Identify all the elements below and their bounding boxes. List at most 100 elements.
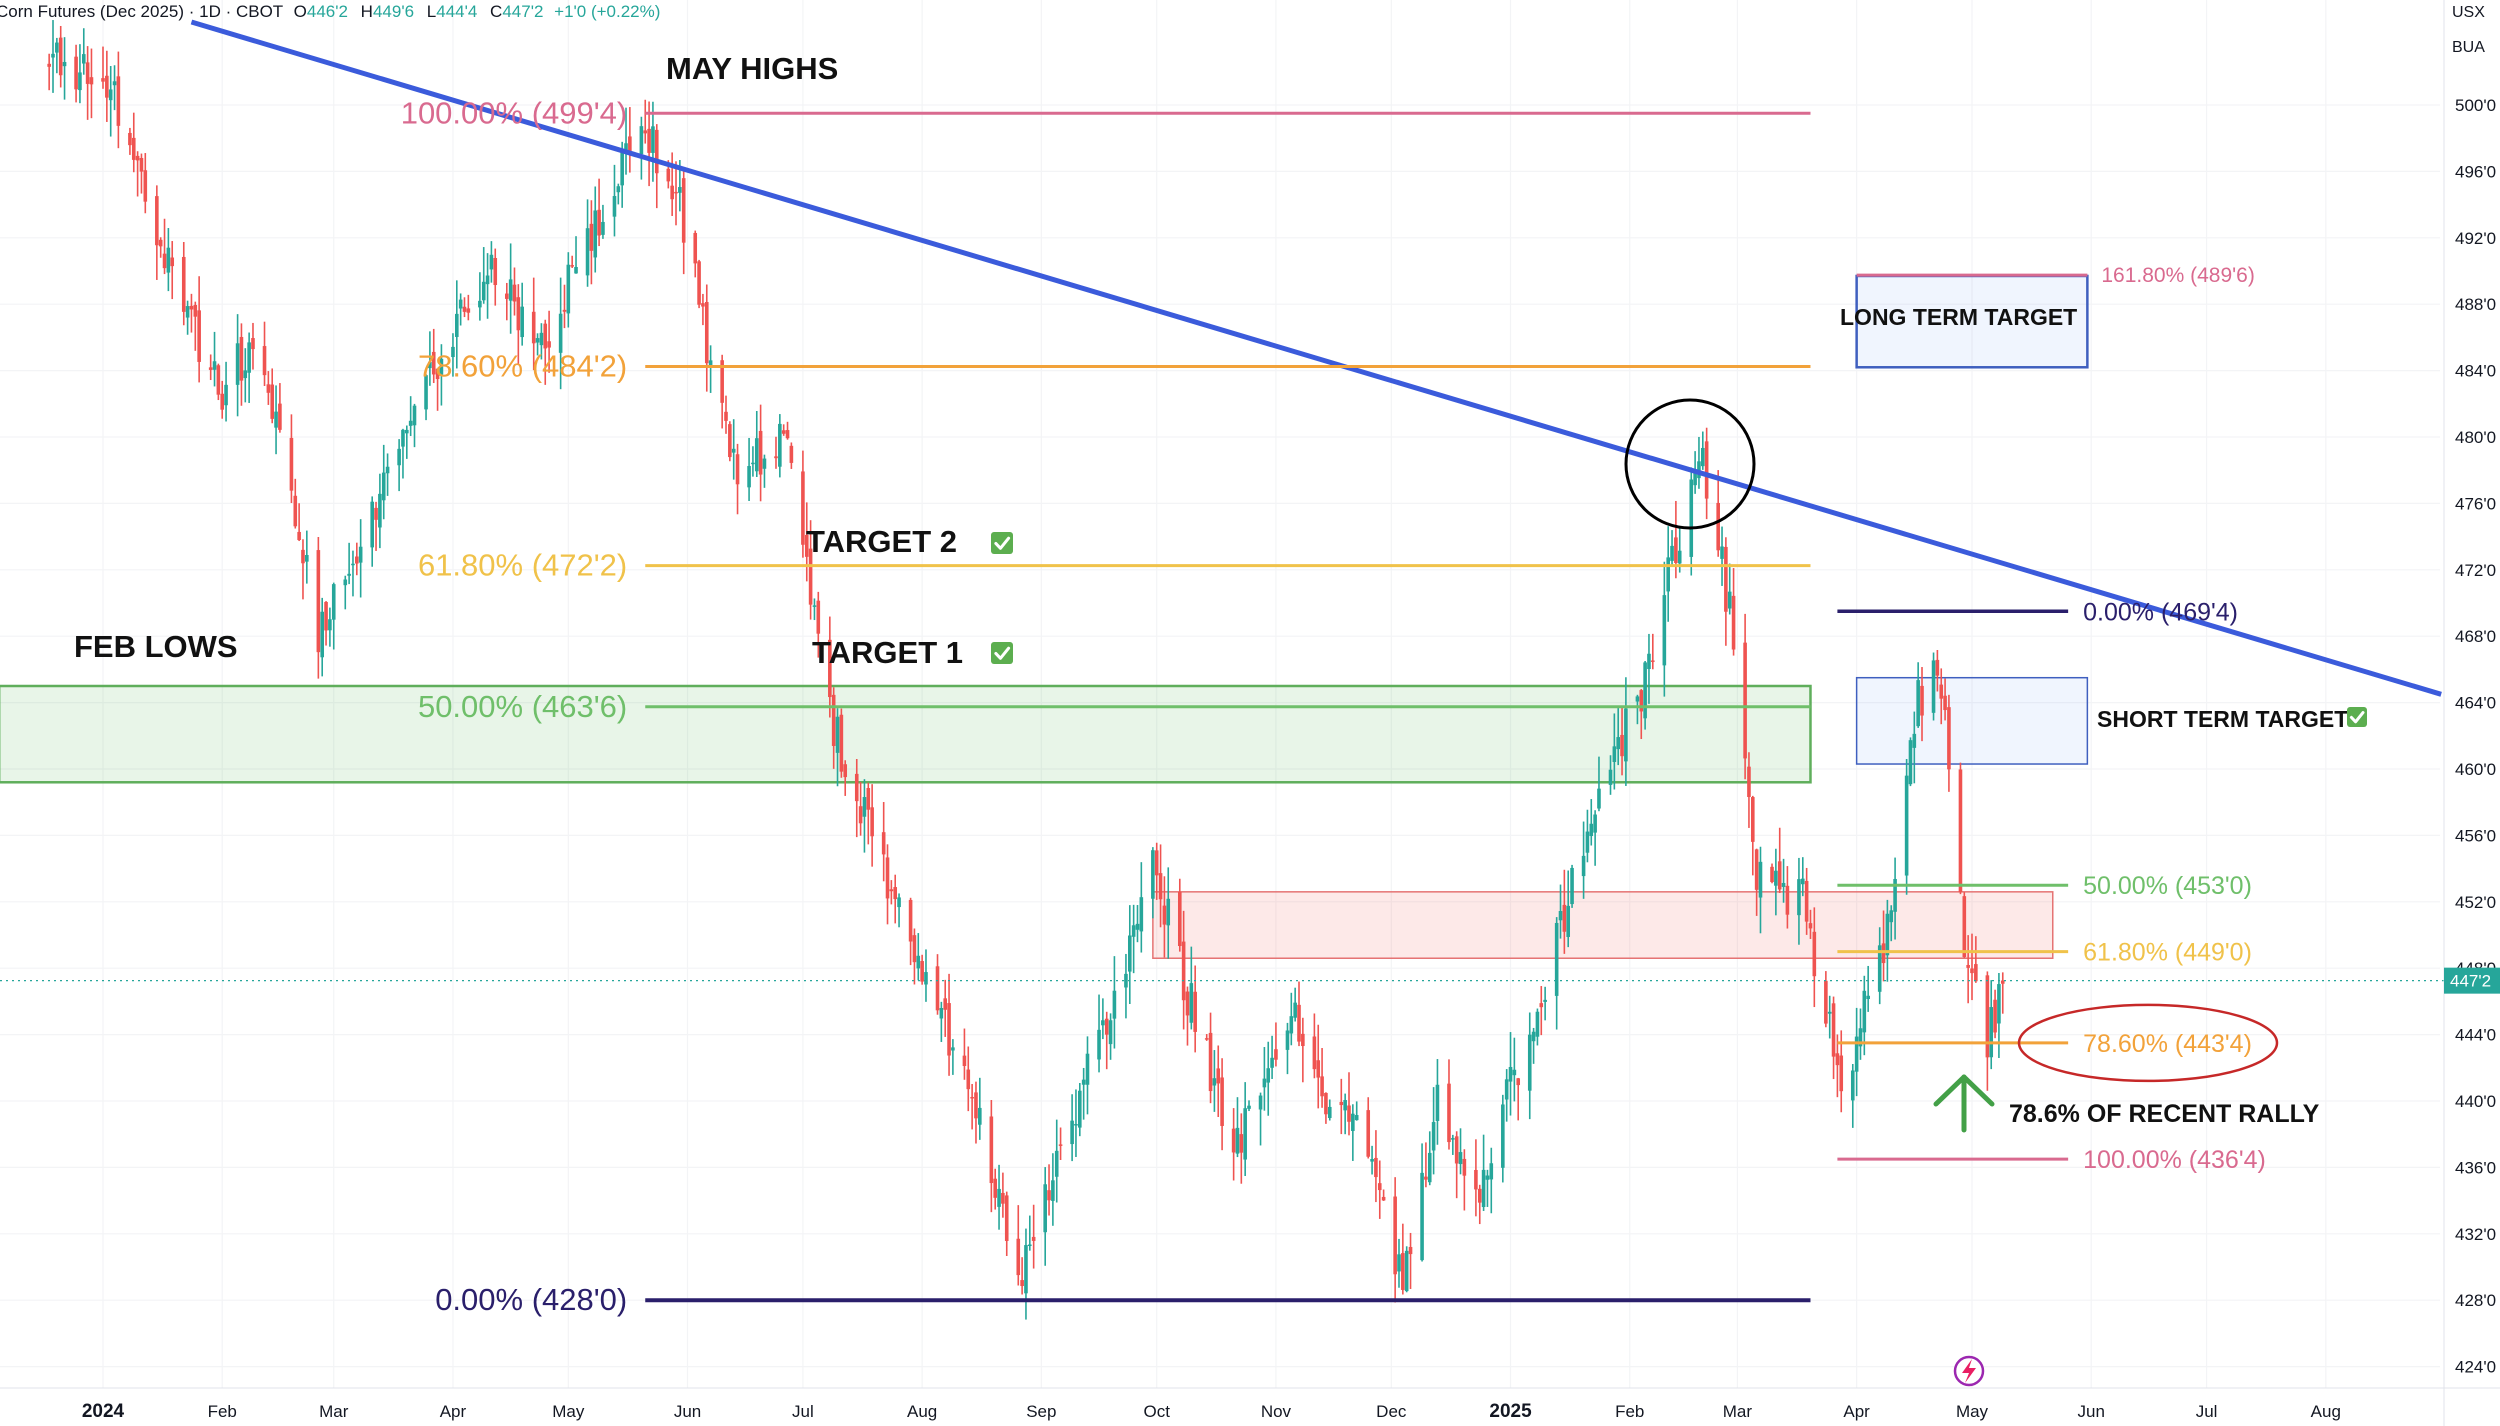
candle	[1585, 809, 1590, 863]
candle-body	[531, 311, 536, 344]
candle-body	[1589, 823, 1594, 837]
candle-body	[1408, 1246, 1413, 1255]
candle	[1931, 652, 1936, 721]
candle-body	[155, 196, 159, 246]
candle	[1081, 1067, 1086, 1120]
candle-body	[1108, 1020, 1113, 1045]
candle-body	[1293, 1002, 1297, 1018]
candle	[1370, 1145, 1374, 1175]
candle-body	[681, 178, 686, 243]
candle-body	[1939, 684, 1944, 699]
candle	[1462, 1149, 1467, 1211]
candle	[1689, 467, 1694, 576]
candle-body	[862, 797, 867, 817]
candle	[1508, 1032, 1513, 1116]
candle-body	[1854, 1036, 1859, 1072]
candle-body	[1270, 1057, 1274, 1068]
lightning-icon[interactable]	[1953, 1355, 1985, 1387]
candle-body	[466, 308, 471, 313]
candle-body	[1504, 1079, 1509, 1100]
y-tick-label: 456'0	[2455, 826, 2496, 845]
candle-body	[1558, 911, 1563, 921]
candle	[778, 414, 782, 478]
candle	[1824, 971, 1828, 1028]
candle	[1912, 711, 1917, 784]
candle-body	[162, 253, 167, 269]
candle-body	[1004, 1195, 1009, 1241]
candle	[1477, 1184, 1482, 1225]
candle-body	[966, 1069, 971, 1090]
candle	[1339, 1078, 1344, 1135]
candle	[185, 300, 190, 335]
candle-body	[1889, 910, 1894, 923]
candle-body	[2000, 980, 2005, 984]
candle	[885, 844, 890, 925]
y-tick-label: 464'0	[2455, 694, 2496, 713]
x-tick-label: Aug	[907, 1402, 937, 1421]
long-term-box	[1855, 274, 2089, 369]
candle	[143, 153, 148, 214]
candle-body	[993, 1178, 997, 1198]
candle	[1051, 1153, 1055, 1226]
candle-body	[693, 232, 698, 264]
candle	[1354, 1101, 1359, 1121]
candle-body	[1531, 1031, 1536, 1042]
candle-body	[974, 1092, 978, 1119]
candle-body	[1966, 964, 1970, 968]
y-tick-label: 440'0	[2455, 1092, 2496, 1111]
candle-body	[1135, 923, 1140, 930]
candle	[1558, 884, 1563, 939]
candle	[1889, 905, 1894, 942]
y-tick-label: 500'0	[2455, 96, 2496, 115]
candle	[1835, 1034, 1840, 1098]
candle	[374, 501, 378, 551]
candle	[1943, 678, 1947, 721]
candle	[947, 973, 951, 1076]
candle	[697, 259, 701, 309]
candle-body	[885, 857, 890, 899]
candle	[1597, 756, 1601, 812]
candle-body	[1370, 1159, 1374, 1162]
candle	[535, 333, 540, 356]
candle-body	[1647, 653, 1651, 670]
candle-body	[1028, 1244, 1032, 1247]
candle-body	[601, 221, 605, 235]
candle-body	[778, 423, 782, 467]
candle-body	[1543, 999, 1547, 1002]
feb-lows-label: FEB LOWS	[74, 629, 238, 664]
candle-body	[270, 384, 275, 419]
short-term-box	[1855, 676, 2089, 765]
y-tick-label: 480'0	[2455, 428, 2496, 447]
candle	[1731, 568, 1736, 656]
candle-body	[597, 209, 601, 236]
candle-body	[758, 430, 763, 475]
downtrend-line	[190, 19, 2442, 697]
change-value: +1'0 (+0.22%)	[554, 2, 660, 21]
candle	[1016, 1205, 1021, 1286]
candle	[912, 928, 917, 985]
candle-body	[1562, 904, 1567, 932]
candle-body	[1624, 708, 1628, 762]
candle-body	[1435, 1084, 1440, 1121]
candle	[247, 332, 251, 403]
candle	[1651, 633, 1655, 670]
candle-body	[1662, 595, 1667, 666]
candle	[1078, 1082, 1082, 1137]
candle	[1777, 827, 1782, 894]
candle-body	[1643, 662, 1647, 719]
candle	[1531, 1027, 1536, 1064]
candle-body	[1674, 537, 1678, 563]
candle	[597, 178, 601, 247]
candle	[1647, 633, 1651, 704]
candle	[1162, 876, 1167, 958]
candle	[1866, 965, 1870, 1012]
candle-body	[881, 832, 886, 855]
candle-body	[1339, 1101, 1344, 1106]
candle	[1593, 810, 1597, 866]
candle	[1543, 986, 1547, 1021]
candle-body	[1758, 861, 1763, 898]
candle-body	[562, 309, 567, 312]
candle-body	[401, 429, 405, 447]
candle	[1031, 1204, 1036, 1269]
